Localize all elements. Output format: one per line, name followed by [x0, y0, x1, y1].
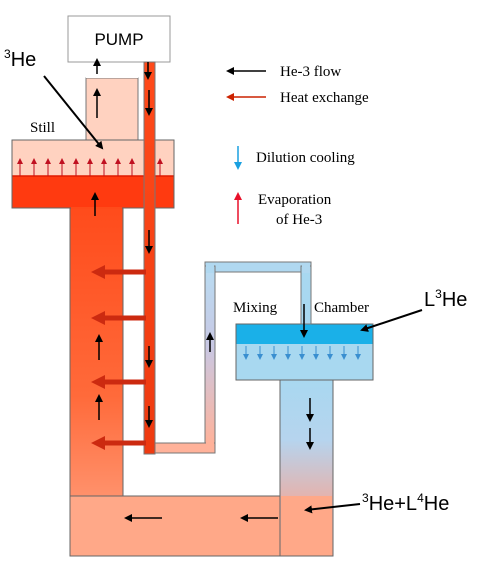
inner-tube: [143, 61, 156, 455]
l3he-prefix: L: [424, 289, 435, 311]
still-evaporation-arrows: [17, 158, 163, 176]
still-neck: [85, 76, 139, 141]
he3-top-text: He: [11, 49, 37, 71]
legend-he3-flow: He-3 flow: [226, 64, 341, 80]
he3-top-label: 3He: [4, 47, 36, 71]
mixing-dilution-arrows: [243, 346, 361, 360]
legend-evaporation: Evaporation of He-3: [234, 192, 332, 228]
legend-heat-exchange-label: Heat exchange: [280, 90, 369, 106]
legend-heat-exchange: Heat exchange: [226, 90, 369, 106]
legend: He-3 flow Heat exchange Dilution cooling…: [226, 64, 369, 228]
still-label: Still: [30, 120, 55, 136]
mixture-sup-4: 4: [417, 491, 424, 505]
legend-evaporation-line1: Evaporation: [258, 192, 332, 208]
flow-arrows: [91, 58, 314, 522]
return-tube: [144, 261, 312, 454]
mixture-label: 3He+L4He: [362, 491, 449, 515]
legend-he3-flow-label: He-3 flow: [280, 64, 341, 80]
mixture-he-l: He+L: [369, 493, 417, 515]
pump-box: PUMP: [67, 15, 171, 63]
chamber-label: Chamber: [314, 300, 369, 316]
legend-dilution-cooling-label: Dilution cooling: [256, 150, 355, 166]
mixture-sup-3: 3: [362, 491, 369, 505]
l3he-sup: 3: [435, 287, 442, 301]
legend-evaporation-line2: of He-3: [276, 212, 322, 228]
legend-dilution-cooling: Dilution cooling: [234, 146, 355, 170]
pointer-lines: [43, 75, 423, 514]
mixing-label: Mixing: [233, 300, 278, 316]
he3-top-sup: 3: [4, 47, 11, 61]
pump-label: PUMP: [94, 30, 143, 49]
l3he-text: He: [442, 289, 468, 311]
mixture-he: He: [424, 493, 450, 515]
l3he-label: L3He: [424, 287, 467, 311]
heat-exchange-arrows: [91, 265, 146, 450]
